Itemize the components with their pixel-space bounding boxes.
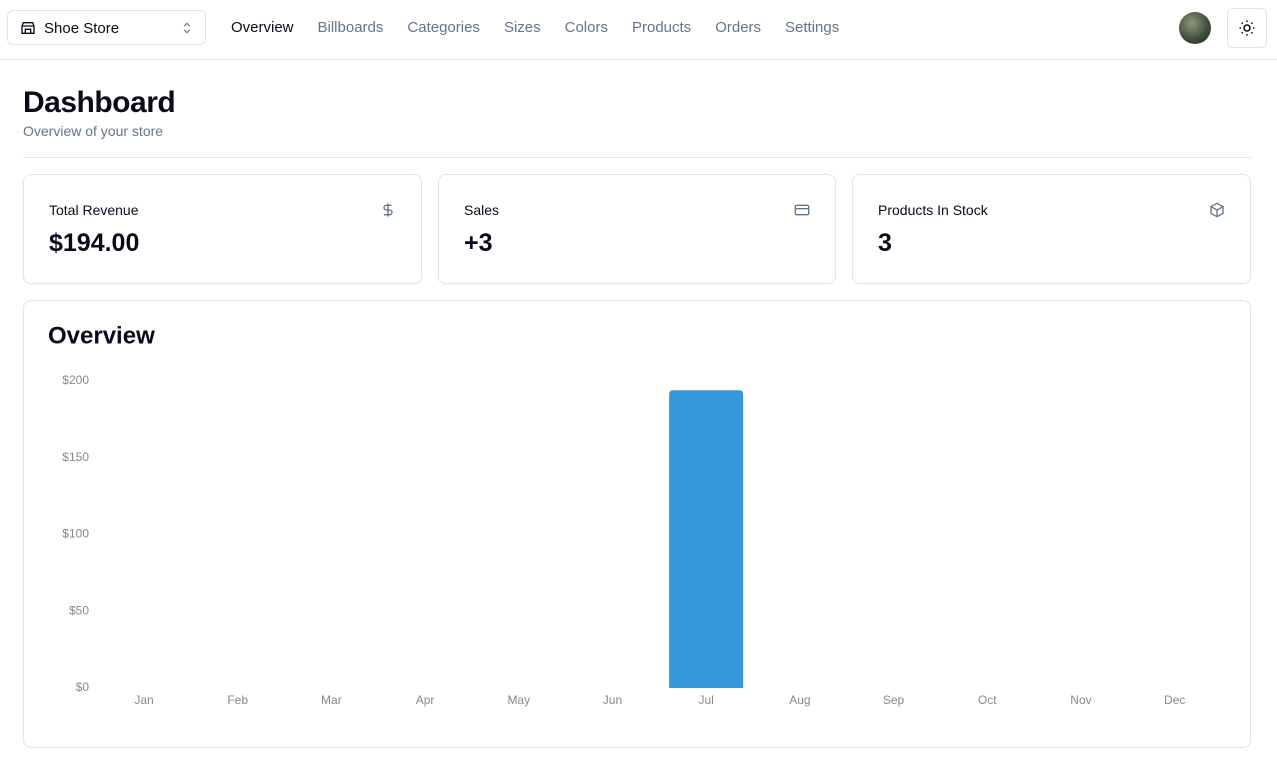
card-value: $194.00 bbox=[49, 229, 140, 257]
theme-toggle[interactable] bbox=[1227, 8, 1267, 48]
store-name: Shoe Store bbox=[44, 20, 120, 37]
card-title: Sales bbox=[464, 202, 500, 218]
package-icon bbox=[1210, 202, 1224, 218]
card-icon bbox=[794, 204, 810, 216]
card-value: 3 bbox=[878, 229, 892, 257]
separator bbox=[23, 157, 1251, 158]
nav-link[interactable]: Billboards bbox=[317, 19, 384, 36]
page-title: Dashboard bbox=[23, 86, 176, 119]
card-title: Products In Stock bbox=[878, 202, 988, 218]
stat-card: Products In Stock 3 bbox=[852, 174, 1251, 284]
chart-card bbox=[23, 300, 1251, 748]
dollar-icon bbox=[383, 203, 393, 217]
nav-link[interactable]: Sizes bbox=[503, 19, 541, 36]
store-switcher[interactable]: Shoe Store bbox=[7, 10, 206, 45]
nav-link[interactable]: Categories bbox=[407, 19, 480, 36]
nav-link[interactable]: Settings bbox=[785, 19, 840, 36]
page-subtitle: Overview of your store bbox=[23, 123, 164, 139]
nav-link[interactable]: Products bbox=[631, 19, 692, 36]
nav-link[interactable]: Overview bbox=[231, 19, 294, 36]
main-nav: Overview Billboards Categories Sizes Colors P… bbox=[231, 19, 839, 36]
chevrons-icon bbox=[183, 22, 191, 34]
sun-icon bbox=[1239, 20, 1255, 36]
top-bar: Shoe Store Overview Billboards Categories S… bbox=[0, 0, 1277, 60]
stat-card: Sales +3 bbox=[438, 174, 836, 284]
nav-link[interactable]: Orders bbox=[715, 19, 762, 36]
user-avatar[interactable] bbox=[1179, 12, 1211, 44]
card-title: Total Revenue bbox=[49, 202, 139, 218]
card-value: +3 bbox=[464, 229, 493, 257]
store-icon bbox=[21, 22, 35, 34]
nav-link[interactable]: Colors bbox=[564, 19, 608, 36]
stat-card: Total Revenue $194.00 bbox=[23, 174, 422, 284]
